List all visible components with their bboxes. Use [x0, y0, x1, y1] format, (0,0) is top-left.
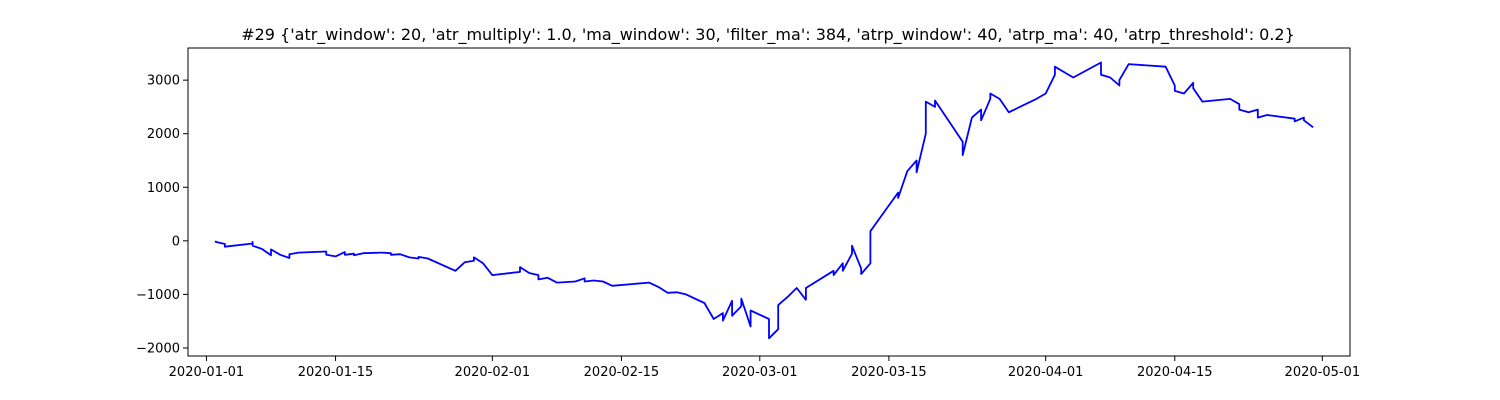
x-tick-label: 2020-03-01	[722, 365, 798, 380]
y-tick-label: 3000	[147, 74, 180, 89]
series-line	[214, 61, 1314, 340]
x-tick-label: 2020-04-15	[1137, 365, 1213, 380]
x-tick-label: 2020-02-15	[584, 365, 660, 380]
y-tick-label: 1000	[147, 181, 180, 196]
x-tick-label: 2020-04-01	[1008, 365, 1084, 380]
x-tick-label: 2020-01-15	[298, 365, 374, 380]
plot-area: 2020-01-01 2020-01-15 2020-02-01 2020-02-15…	[136, 61, 1361, 380]
x-tick-label: 2020-05-01	[1285, 365, 1361, 380]
x-tick-label: 2020-02-01	[455, 365, 531, 380]
y-tick-label: 2000	[147, 127, 180, 142]
y-tick-label: 0	[172, 234, 180, 249]
chart-title: #29 {'atr_window': 20, 'atr_multiply': 1…	[241, 25, 1295, 45]
plot-frame	[187, 47, 1351, 357]
y-tick-label: −2000	[136, 341, 180, 356]
x-tick-label: 2020-01-01	[169, 365, 245, 380]
x-tick-label: 2020-03-15	[851, 365, 927, 380]
y-tick-label: −1000	[136, 288, 180, 303]
